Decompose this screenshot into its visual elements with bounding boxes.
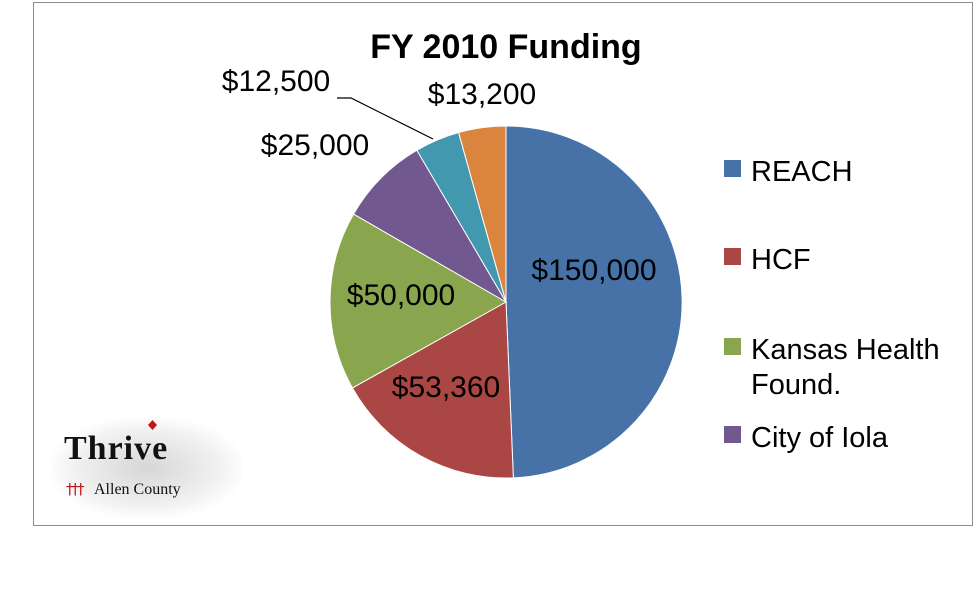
data-label-1: $150,000: [531, 254, 656, 287]
logo-wordmark: Thrive: [64, 430, 169, 467]
data-label-4: $25,000: [261, 129, 369, 162]
legend-label-2: HCF: [751, 244, 811, 276]
data-label-2: $53,360: [392, 371, 500, 404]
legend-swatch-2: [724, 248, 741, 265]
pie-slice-4: [352, 149, 508, 304]
logo-subtitle: Allen County: [94, 481, 181, 498]
legend-label-1: REACH: [751, 156, 853, 188]
pie-slice-6: [457, 125, 507, 303]
kite-icon: [148, 420, 157, 430]
data-label-3: $50,000: [347, 279, 455, 312]
thrive-logo: Thrive ††† Allen County: [52, 418, 242, 518]
people-icon: †††: [66, 480, 84, 498]
leader-line: [337, 97, 434, 140]
legend-label-3-line2: Found.: [751, 369, 841, 401]
legend-label-3: Kansas Health: [751, 334, 940, 366]
logo-glow: [52, 418, 242, 518]
legend-swatch-1: [724, 160, 741, 177]
legend-swatch-3: [724, 338, 741, 355]
pie-slice-2: [351, 301, 514, 479]
data-label-6: $13,200: [428, 78, 536, 111]
legend-swatch-4: [724, 426, 741, 443]
pie-slice-3: [329, 213, 508, 389]
legend-label-4: City of Iola: [751, 422, 889, 454]
pie-slice-1: [505, 125, 683, 479]
data-label-5: $12,500: [222, 65, 330, 98]
